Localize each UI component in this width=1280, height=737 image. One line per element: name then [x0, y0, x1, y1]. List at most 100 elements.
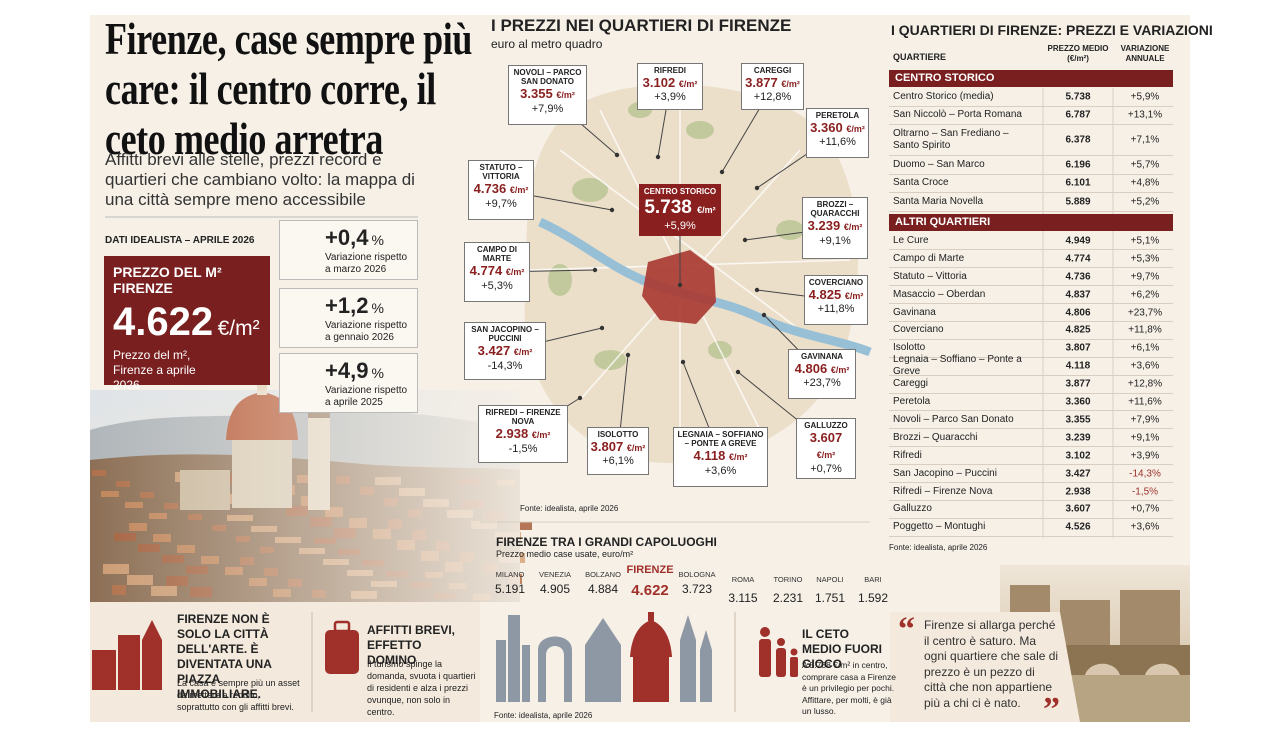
- table-change: +5,2%: [1130, 196, 1160, 208]
- table-row: Galluzzo 3.607 +0,7%: [889, 501, 1173, 519]
- map-subtitle: euro al metro quadro: [491, 37, 603, 51]
- map-label-change: +3,6%: [704, 464, 737, 477]
- map-label: STATUTO – VITTORIA 4.736 €/m² +9,7%: [468, 160, 534, 220]
- map-label-unit: €/m²: [844, 291, 864, 302]
- table-name: San Niccolò – Porta Romana: [893, 109, 1022, 121]
- map-label-change: +0,7%: [810, 462, 842, 475]
- map-label-price-line: 3.877 €/m²: [744, 75, 801, 91]
- map-label: SAN JACOPINO – PUCCINI 3.427 €/m² -14,3%: [464, 322, 546, 380]
- kpi-value-line: 4.622 €/m²: [113, 298, 260, 346]
- map-label-name: RIFREDI – FIRENZE NOVA: [485, 408, 561, 427]
- map-label-unit: €/m²: [781, 79, 800, 90]
- table-price: 4.806: [1065, 307, 1091, 319]
- map-label-change: +11,8%: [817, 303, 855, 316]
- map-label-name: CAREGGI: [753, 66, 792, 75]
- table-price: 4.118: [1065, 360, 1091, 372]
- change-value-line: +4,9%: [325, 358, 384, 384]
- map-label-name: GAVINANA: [800, 352, 844, 361]
- city-name: BOLOGNA: [678, 570, 716, 579]
- map-label-name: SAN JACOPINO – PUCCINI: [471, 325, 539, 344]
- map-label-unit: €/m²: [697, 205, 716, 216]
- map-label-price: 3.877: [745, 75, 778, 91]
- map-historic-center: [642, 250, 716, 324]
- table-change: +3,6%: [1130, 521, 1160, 533]
- panel-title: FIRENZE NON È SOLO LA CITTÀ DELL'ARTE. È…: [177, 612, 272, 701]
- table-price: 4.774: [1065, 253, 1091, 265]
- map: [496, 80, 872, 464]
- table-name: Peretola: [893, 396, 931, 408]
- map-source: Fonte: idealista, aprile 2026: [520, 504, 619, 513]
- map-label-name: CAMPO DI MARTE: [477, 245, 517, 264]
- table-change: +5,3%: [1130, 253, 1160, 265]
- table-row: Rifredi – Firenze Nova 2.938 -1,5%: [889, 483, 1173, 501]
- skyline-venezia: [538, 636, 572, 702]
- table-source: Fonte: idealista, aprile 2026: [889, 543, 988, 552]
- map-label-unit: €/m²: [846, 124, 865, 135]
- map-label-change: +5,9%: [664, 219, 696, 232]
- map-label-name: PERETOLA: [815, 111, 860, 120]
- map-label-price-line: 4.118 €/m²: [676, 448, 765, 464]
- map-park: [548, 264, 572, 296]
- map-label-name: BROZZI – QUARACCHI: [810, 200, 860, 219]
- city-name: ROMA: [731, 575, 755, 584]
- table-price: 6.787: [1065, 109, 1091, 121]
- city-name: TORINO: [773, 575, 803, 584]
- change-box: +1,2% Variazione rispetto a gennaio 2026: [279, 288, 418, 348]
- roof: [510, 522, 532, 530]
- table-title: I QUARTIERI DI FIRENZE: PREZZI E VARIAZI…: [891, 22, 1213, 38]
- cities-subtitle: Prezzo medio case usate, euro/m²: [496, 549, 634, 559]
- change-value-line: +1,2%: [325, 293, 384, 319]
- table-price: 3.427: [1065, 468, 1091, 480]
- map-label-change: +3,9%: [654, 91, 686, 104]
- skyline-bolzano: [585, 618, 621, 702]
- change-text: Variazione rispetto a gennaio 2026: [325, 320, 408, 343]
- table-row: Le Cure 4.949 +5,1%: [889, 233, 1173, 251]
- skyline-bologna: [680, 615, 712, 702]
- city-value: 3.115: [728, 591, 758, 605]
- city-value: 1.751: [814, 591, 846, 605]
- quote-mark-open: “: [898, 611, 915, 648]
- bridge-photo-buildings: [1010, 585, 1190, 722]
- map-label-unit: €/m²: [626, 443, 646, 454]
- map-park: [776, 220, 804, 240]
- icon-part: [776, 648, 786, 677]
- map-label-price-line: 4.825 €/m²: [807, 287, 865, 303]
- map-park: [572, 178, 608, 202]
- map-label-name: STATUTO – VITTORIA: [479, 163, 523, 182]
- city-value: 4.905: [539, 582, 571, 596]
- map-label: LEGNAIA – SOFFIANO – PONTE A GREVE 4.118 …: [673, 427, 768, 487]
- table-change: +13,1%: [1127, 109, 1163, 121]
- table-price: 6.101: [1065, 177, 1091, 189]
- leader-dot: [655, 154, 661, 160]
- panel-text: A 5.738 €/m² in centro, comprare casa a …: [802, 660, 897, 716]
- table-row: San Niccolò – Porta Romana 6.787 +13,1%: [889, 107, 1173, 125]
- table-price: 2.938: [1065, 486, 1091, 498]
- skyline-milano: [508, 615, 520, 702]
- map-label: CENTRO STORICO 5.738 €/m² +5,9%: [639, 184, 721, 237]
- kpi-label: PREZZO DEL M² FIRENZE: [113, 264, 222, 296]
- map-label-price-line: 5.738 €/m²: [642, 196, 718, 220]
- table-name: Brozzi – Quaracchi: [893, 431, 978, 443]
- map-label-price-line: 4.806 €/m²: [791, 361, 853, 377]
- kpi-note: Prezzo del m², Firenze a aprile 2026: [113, 348, 196, 392]
- map-label-price: 4.118: [693, 448, 726, 464]
- map-label-unit: €/m²: [816, 450, 836, 461]
- skyline-firenze-dome: [630, 620, 672, 657]
- kpi-source: DATI IDEALISTA – APRILE 2026: [105, 235, 255, 246]
- map-label-name: RIFREDI: [654, 66, 686, 75]
- table-name: Rifredi – Firenze Nova: [893, 485, 993, 497]
- map-label-unit: €/m²: [505, 267, 525, 278]
- icon-suitcase: [325, 620, 359, 674]
- table-row: Coverciano 4.825 +11,8%: [889, 322, 1173, 340]
- map-label-change: +5,3%: [481, 279, 513, 292]
- table-row: Legnaia – Soffiano – Ponte a Greve 4.118 +…: [889, 354, 1173, 377]
- table-price: 3.607: [1065, 503, 1091, 515]
- skyline-icons: [496, 615, 712, 702]
- table-row: Gavinana 4.806 +23,7%: [889, 304, 1173, 322]
- icon-part: [760, 627, 770, 637]
- table-name: Galluzzo: [893, 503, 932, 515]
- table-name: Campo di Marte: [893, 252, 965, 264]
- photo-fade: [90, 390, 520, 602]
- map-label-unit: €/m²: [531, 430, 551, 441]
